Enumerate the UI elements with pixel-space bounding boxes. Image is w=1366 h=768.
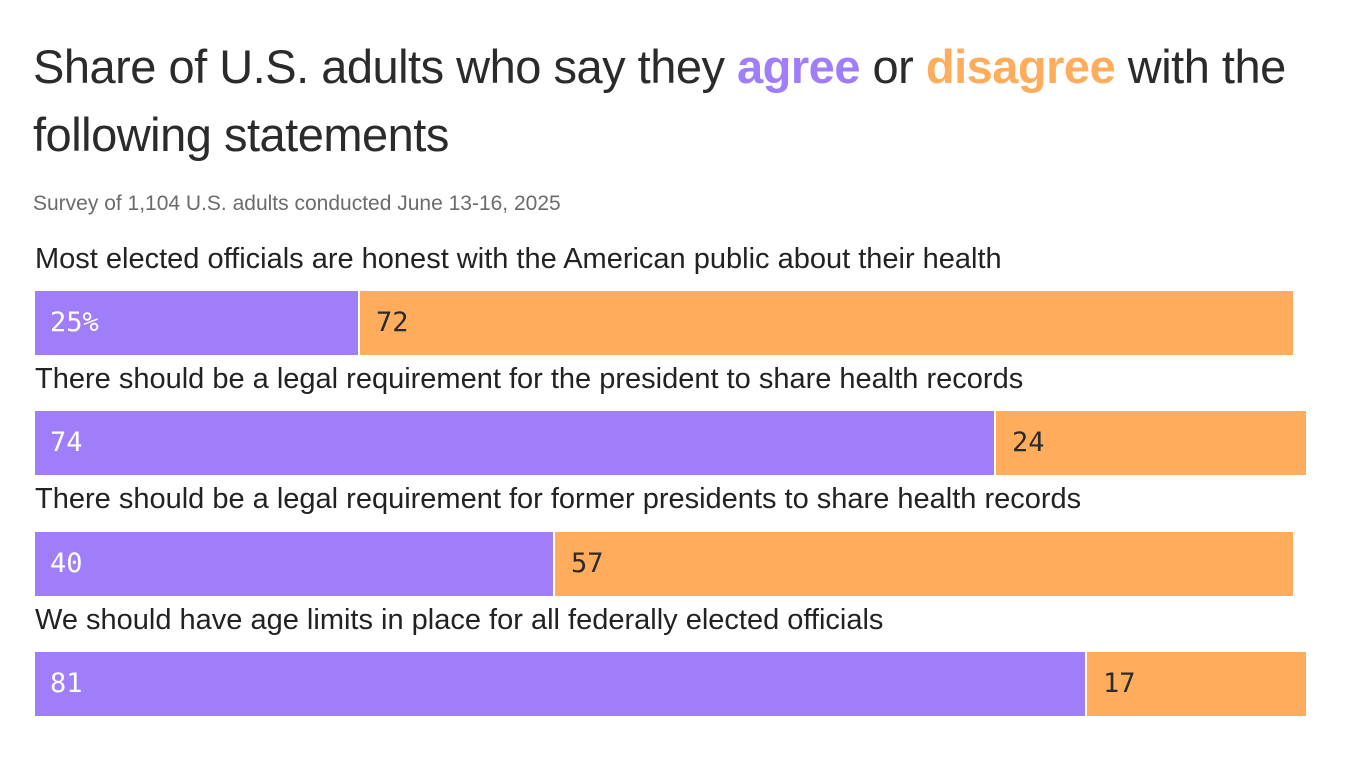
disagree-value-label: 17: [1103, 668, 1136, 699]
bar-row: 40 57: [35, 532, 1332, 596]
agree-value-label: 25%: [50, 307, 99, 338]
agree-value-label: 74: [50, 427, 83, 458]
title-disagree: disagree: [925, 40, 1116, 93]
title-prefix: Share of U.S. adults who say they: [33, 40, 738, 93]
bar-row: 81 17: [35, 652, 1332, 716]
title-agree: agree: [737, 40, 860, 93]
agree-value-label: 81: [50, 668, 83, 699]
agree-bar: [35, 652, 1085, 716]
agree-bar: [35, 411, 994, 475]
disagree-bar: [996, 411, 1306, 475]
agree-bar: [35, 291, 358, 355]
disagree-value-label: 24: [1012, 427, 1045, 458]
disagree-value-label: 57: [571, 548, 604, 579]
statement-label: There should be a legal requirement for …: [35, 483, 1082, 515]
agree-value-label: 40: [50, 548, 83, 579]
title-suffix: with the following statements: [33, 40, 1286, 161]
disagree-bar: [360, 291, 1293, 355]
disagree-value-label: 72: [376, 307, 409, 338]
disagree-bar: [555, 532, 1293, 596]
agree-bar: [35, 532, 553, 596]
statement-label: There should be a legal requirement for …: [35, 363, 1024, 395]
statement-label: We should have age limits in place for a…: [35, 604, 884, 636]
chart-title: Share of U.S. adults who say they agree …: [33, 33, 1323, 169]
disagree-bar: [1087, 652, 1306, 716]
bar-row: 74 24: [35, 411, 1332, 475]
title-middle: or: [859, 40, 926, 93]
chart-subtitle: Survey of 1,104 U.S. adults conducted Ju…: [33, 192, 561, 215]
statement-label: Most elected officials are honest with t…: [35, 243, 1002, 275]
bar-row: 25% 72: [35, 291, 1332, 355]
